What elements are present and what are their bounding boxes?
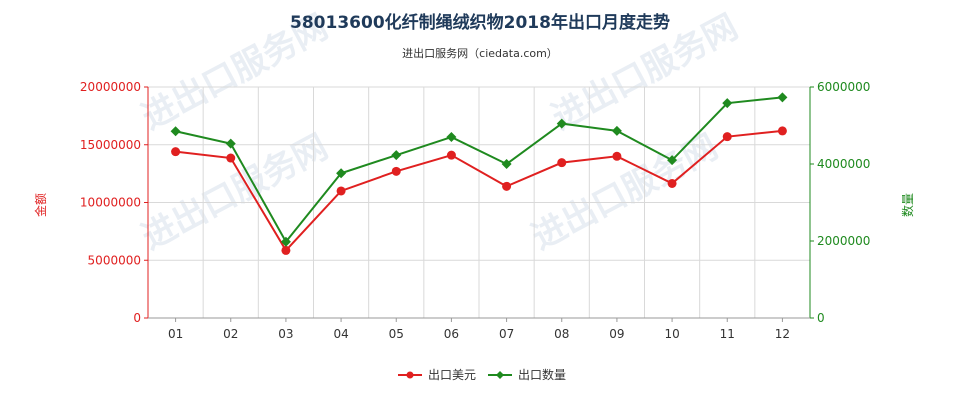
x-tick-label: 10 bbox=[664, 327, 679, 341]
x-tick-label: 06 bbox=[444, 327, 459, 341]
x-tick-label: 08 bbox=[554, 327, 569, 341]
series-1-point bbox=[281, 245, 291, 255]
x-tick-label: 09 bbox=[609, 327, 624, 341]
x-axis-ticks: 01 02 03 04 05 06 07 08 09 10 11 12 bbox=[168, 318, 790, 341]
legend[interactable]: 出口美元 出口数量 bbox=[398, 367, 566, 382]
series-1-point bbox=[777, 126, 787, 136]
legend-label-2: 出口数量 bbox=[518, 367, 566, 382]
left-tick-label: 20000000 bbox=[80, 80, 141, 94]
x-tick-label: 05 bbox=[389, 327, 404, 341]
series-2-point bbox=[556, 118, 567, 129]
legend-marker-1 bbox=[406, 371, 414, 379]
series-1-point bbox=[391, 166, 401, 176]
series-line-2 bbox=[175, 96, 783, 244]
left-tick-label: 5000000 bbox=[88, 253, 141, 267]
series-1-point bbox=[171, 147, 181, 157]
series-2-point bbox=[391, 150, 402, 161]
series-2-point bbox=[446, 132, 457, 143]
left-axis-label: 金额 bbox=[33, 193, 48, 217]
left-tick-label: 15000000 bbox=[80, 138, 141, 152]
right-tick-label: 0 bbox=[817, 311, 825, 325]
series-1-point bbox=[446, 150, 456, 160]
series-2-point bbox=[611, 125, 622, 136]
series-2-point bbox=[777, 92, 788, 103]
watermark-text: 进出口服务网 bbox=[135, 127, 334, 258]
series-layer bbox=[170, 92, 788, 255]
series-1-point bbox=[226, 153, 236, 163]
x-tick-label: 03 bbox=[278, 327, 293, 341]
series-1-point bbox=[612, 151, 622, 161]
left-tick-label: 10000000 bbox=[80, 196, 141, 210]
series-line-1 bbox=[175, 129, 783, 253]
series-1-point bbox=[336, 186, 346, 196]
series-1-point bbox=[557, 158, 567, 168]
series-1-point bbox=[667, 178, 677, 188]
left-tick-label: 0 bbox=[133, 311, 141, 325]
chart-subtitle: 进出口服务网（ciedata.com） bbox=[402, 46, 558, 60]
series-2-point bbox=[667, 155, 678, 166]
legend-marker-2 bbox=[496, 371, 504, 379]
series-2-point bbox=[336, 168, 347, 179]
series-1-point bbox=[502, 181, 512, 191]
right-axis-ticks: 0 2000000 4000000 6000000 bbox=[810, 80, 870, 325]
right-tick-label: 6000000 bbox=[817, 80, 870, 94]
series-2-point bbox=[722, 98, 733, 109]
x-tick-label: 12 bbox=[775, 327, 790, 341]
series-1-point bbox=[722, 132, 732, 142]
series-2-point bbox=[501, 159, 512, 169]
chart-title: 58013600化纤制绳绒织物2018年出口月度走势 bbox=[290, 12, 670, 33]
series-2-point bbox=[280, 236, 291, 247]
watermark-text: 进出口服务网 bbox=[525, 127, 724, 258]
legend-label-1: 出口美元 bbox=[428, 368, 476, 382]
x-tick-label: 07 bbox=[499, 327, 514, 341]
right-tick-label: 2000000 bbox=[817, 234, 870, 248]
grid-lines bbox=[147, 86, 811, 319]
right-tick-label: 4000000 bbox=[817, 157, 870, 171]
x-tick-label: 01 bbox=[168, 327, 183, 341]
x-tick-label: 02 bbox=[223, 327, 238, 341]
x-tick-label: 11 bbox=[720, 327, 735, 341]
series-2-point bbox=[225, 138, 236, 149]
x-tick-label: 04 bbox=[333, 327, 348, 341]
series-2-point bbox=[170, 126, 181, 137]
left-axis-ticks: 0 5000000 10000000 15000000 20000000 bbox=[80, 80, 148, 325]
right-axis-label: 数量 bbox=[900, 193, 915, 217]
